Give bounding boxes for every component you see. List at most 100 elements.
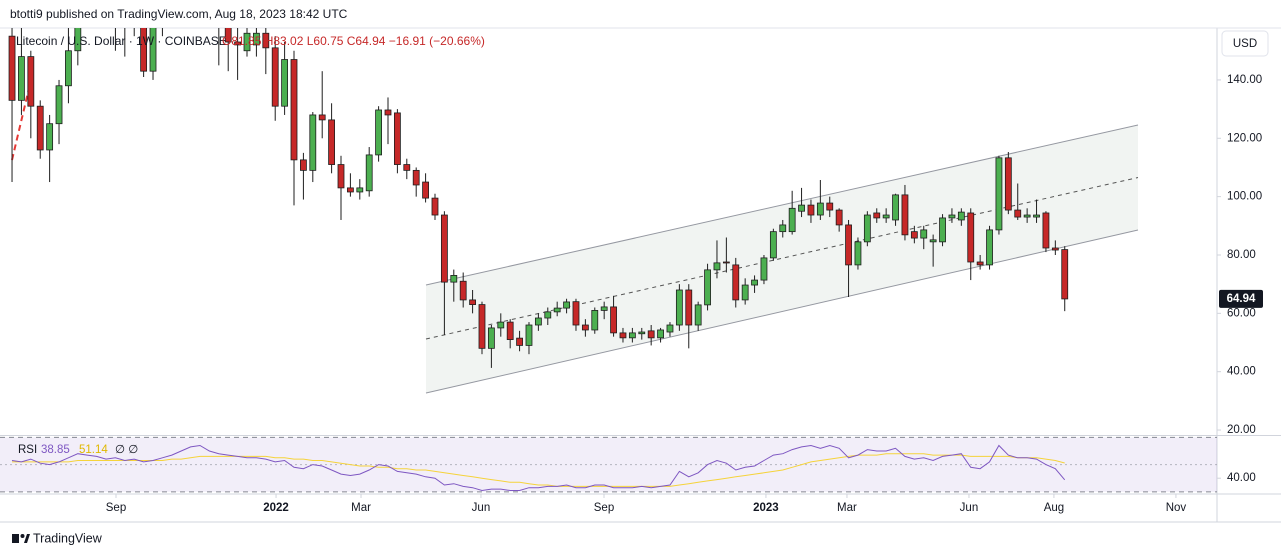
candle-body <box>563 301 570 309</box>
candle-body <box>375 109 382 156</box>
candle-body <box>976 261 984 266</box>
candle-body <box>798 204 805 212</box>
candle-body <box>995 157 1003 231</box>
x-tick-label: Jun <box>472 502 491 514</box>
candle-body <box>657 329 664 339</box>
rsi-extra: ∅ ∅ <box>115 444 138 456</box>
candle-body <box>816 202 824 216</box>
candle-body <box>224 28 232 43</box>
candle-body <box>647 330 655 339</box>
rsi-name: RSI <box>18 444 37 456</box>
x-tick-label: Aug <box>1044 502 1064 514</box>
channel-upper <box>425 124 1139 286</box>
candle-body <box>685 289 693 326</box>
candle-body <box>525 324 533 346</box>
candle-body <box>638 331 646 335</box>
candle-body <box>459 280 467 301</box>
x-tick-label: Nov <box>1166 502 1187 514</box>
candle-body <box>628 332 636 339</box>
candle-body <box>929 239 937 243</box>
candle-body <box>666 324 674 333</box>
candle-body <box>8 35 16 101</box>
candles <box>8 28 1069 368</box>
ohlc-legend: O81.85 H83.02 L60.75 C64.94 −16.91 (−20.… <box>222 34 485 48</box>
candle-body <box>281 59 289 107</box>
y-tick-label: 120.00 <box>1227 132 1262 144</box>
candle-body <box>450 275 458 283</box>
candle-body <box>1051 247 1059 251</box>
candle-body <box>732 264 740 301</box>
candle-body <box>1014 209 1022 218</box>
candle-body <box>882 214 890 219</box>
channel-lower <box>425 229 1139 394</box>
candle-body <box>65 50 72 87</box>
candle-body <box>835 209 843 226</box>
candle-body <box>440 214 448 283</box>
candle-body <box>769 231 777 259</box>
candle-body <box>901 194 909 236</box>
x-tick-label: 2022 <box>263 502 289 514</box>
y-tick-label: 60.00 <box>1227 307 1256 319</box>
candle-body <box>74 28 82 52</box>
candle-body <box>873 212 881 219</box>
rsi-line <box>11 444 1066 492</box>
candle-body <box>788 207 796 233</box>
candle-body <box>356 187 364 193</box>
candle-body <box>986 229 993 266</box>
candle-body <box>967 212 975 263</box>
rsi-lines <box>11 444 1066 492</box>
candle-body <box>300 159 307 171</box>
candle-body <box>1061 249 1069 300</box>
candle-body <box>243 32 251 52</box>
x-tick-label: Mar <box>837 502 857 514</box>
price-label-box <box>1219 289 1263 308</box>
candle-body <box>149 28 157 72</box>
candle-body <box>1004 157 1012 211</box>
rsi-band <box>0 437 1217 492</box>
candle-body <box>506 321 514 340</box>
candle-body <box>18 56 25 101</box>
candle-body <box>469 299 476 305</box>
candle-body <box>46 123 54 151</box>
trend-drawing <box>11 83 31 161</box>
candle-body <box>262 32 270 49</box>
x-tick-label: 2023 <box>753 502 779 514</box>
candle-body <box>600 306 608 311</box>
candle-body <box>572 301 580 326</box>
candle-body <box>140 28 148 72</box>
candle-body <box>36 105 44 151</box>
symbol-legend: Litecoin / U.S. Dollar · 1W · COINBASE <box>16 34 227 48</box>
candle-body <box>807 204 815 216</box>
candle-body <box>422 181 429 199</box>
x-tick-label: Mar <box>351 502 371 514</box>
candle-body <box>234 41 242 46</box>
candle-body <box>939 217 946 243</box>
y-tick-label: 40.00 <box>1227 366 1256 378</box>
axes: 20.00 40.00 60.00 80.00 100.00 120.00 140.00 Se… <box>106 74 1263 514</box>
currency-label[interactable]: USD <box>1233 38 1257 50</box>
candle-body <box>365 154 373 192</box>
candle-body <box>27 56 35 107</box>
y-tick-label: 140.00 <box>1227 74 1262 86</box>
candle-body <box>328 119 336 165</box>
rsi-pane <box>0 436 1217 493</box>
candle-body <box>713 262 721 271</box>
candle-body <box>271 47 279 107</box>
candle-body <box>290 59 298 161</box>
candle-body <box>751 279 758 286</box>
currency-button[interactable] <box>1221 30 1269 57</box>
candle-body <box>431 197 439 216</box>
candle-body <box>412 169 420 186</box>
rsi-y-tick-label: 40.00 <box>1227 472 1256 484</box>
footer-brand: TradingView <box>33 531 103 545</box>
candle-body <box>253 32 260 46</box>
candle-body <box>553 307 561 313</box>
candle-body <box>478 304 486 349</box>
candle-body <box>581 324 589 331</box>
y-tick-label: 80.00 <box>1227 249 1256 261</box>
candle-body <box>591 310 599 331</box>
candle-body <box>403 164 411 171</box>
price-label: 64.94 <box>1227 293 1256 305</box>
candle-body <box>826 202 834 211</box>
